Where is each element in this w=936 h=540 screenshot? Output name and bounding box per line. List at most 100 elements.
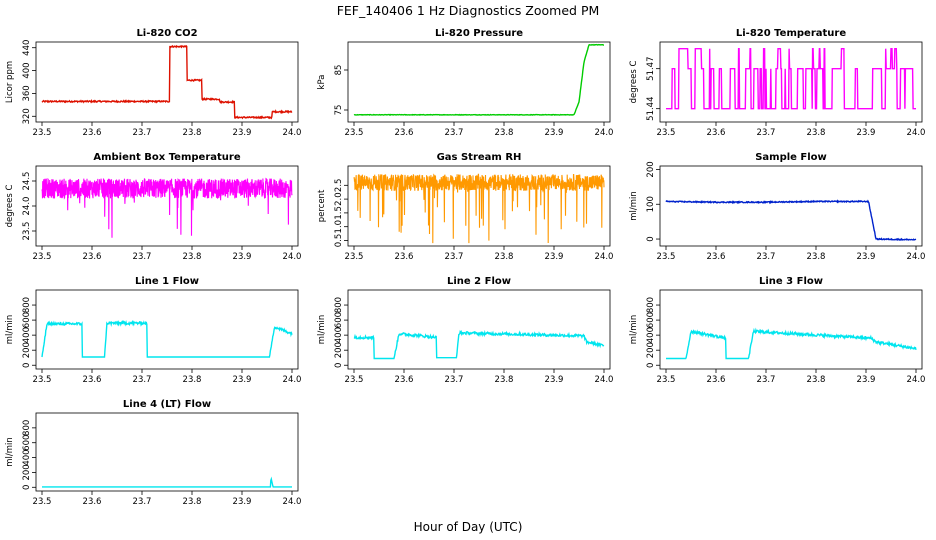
- sample-x-tick-label: 23.8: [807, 252, 826, 262]
- panel-grid: Li-820 CO2 Licor ppm 23.5 23.6 23.7 23.8 23.9 2…: [5, 28, 925, 507]
- temperature-ylabel: degrees C: [629, 61, 639, 104]
- line2-y-tick-label: 0: [334, 363, 344, 368]
- ambient-y-tick-label: 24.5: [22, 172, 32, 191]
- line4-series-line: [42, 476, 292, 488]
- pressure-x-tick-label: 23.6: [395, 128, 414, 138]
- line4-x-tick-label: 23.8: [183, 497, 202, 507]
- co2-y-tick-label: 320: [22, 108, 32, 124]
- panel-pressure: Li-820 Pressure kPa 23.5 23.6 23.7 23.8 23.9 24…: [317, 28, 613, 138]
- sample-plot-frame: [659, 165, 923, 247]
- panel-ambient: Ambient Box Temperature degrees C 23.5 23.6…: [5, 152, 301, 262]
- rh-x-tick-label: 24.0: [595, 252, 614, 262]
- co2-x-tick-label: 23.7: [133, 128, 152, 138]
- line4-x-tick-label: 24.0: [283, 497, 302, 507]
- temperature-y-tick-label: 51.47: [646, 56, 656, 80]
- rh-x-tick-label: 23.9: [545, 252, 564, 262]
- panel-temperature: Li-820 Temperature degrees C 23.5 23.6 23.7 2…: [629, 28, 925, 138]
- co2-x-tick-label: 23.9: [233, 128, 252, 138]
- ambient-x-tick-label: 23.7: [133, 252, 152, 262]
- ambient-y-tick-label: 24.0: [22, 197, 32, 216]
- line2-plot-frame: [347, 289, 611, 370]
- co2-y-tick-label: 400: [22, 62, 32, 78]
- rh-x-tick-label: 23.8: [495, 252, 514, 262]
- line2-x-tick-label: 23.7: [445, 375, 464, 385]
- line2-x-tick-label: 24.0: [595, 375, 614, 385]
- line2-x-tick-label: 23.6: [395, 375, 414, 385]
- sample-title: Sample Flow: [755, 152, 827, 163]
- temperature-x-tick-label: 23.9: [857, 128, 876, 138]
- co2-title: Li-820 CO2: [136, 28, 197, 39]
- line3-y-tick-label: 600: [646, 312, 656, 328]
- line1-title: Line 1 Flow: [135, 276, 199, 287]
- line1-y-tick-label: 0: [22, 363, 32, 368]
- sample-series-line: [665, 199, 917, 242]
- line3-ylabel: ml/min: [629, 315, 639, 345]
- co2-plot-frame: [35, 41, 299, 123]
- pressure-title: Li-820 Pressure: [435, 28, 523, 39]
- line1-y-tick-label: 400: [22, 327, 32, 343]
- line4-x-tick-label: 23.5: [33, 497, 52, 507]
- rh-title: Gas Stream RH: [437, 152, 522, 163]
- ambient-y-tick-label: 23.5: [22, 222, 32, 241]
- co2-series-line: [41, 44, 293, 120]
- panel-line2: Line 2 Flow ml/min 23.5 23.6 23.7 23.8 23.9 24.…: [317, 276, 613, 385]
- ambient-x-tick-label: 23.9: [233, 252, 252, 262]
- temperature-title: Li-820 Temperature: [736, 28, 846, 39]
- rh-x-tick-label: 23.6: [395, 252, 414, 262]
- line1-x-tick-label: 23.8: [183, 375, 202, 385]
- sample-x-tick-label: 23.6: [707, 252, 726, 262]
- sample-x-tick-label: 24.0: [907, 252, 926, 262]
- line1-x-tick-label: 23.6: [83, 375, 102, 385]
- co2-x-tick-label: 23.6: [83, 128, 102, 138]
- panel-line4: Line 4 (LT) Flow ml/min 23.5 23.6 23.7 23.8 23…: [5, 399, 301, 507]
- line4-y-tick-label: 200: [22, 464, 32, 480]
- line1-x-tick-label: 23.7: [133, 375, 152, 385]
- line4-title: Line 4 (LT) Flow: [123, 399, 211, 410]
- line3-series-line: [666, 327, 917, 360]
- temperature-x-tick-label: 23.5: [657, 128, 676, 138]
- line3-x-tick-label: 23.6: [707, 375, 726, 385]
- rh-y-tick-label: 1.5: [334, 206, 344, 220]
- line2-series-line: [353, 329, 605, 360]
- line4-y-tick-label: 400: [22, 449, 32, 465]
- ambient-x-tick-label: 23.8: [183, 252, 202, 262]
- sample-ylabel: ml/min: [629, 191, 639, 221]
- pressure-y-tick-label: 75: [334, 105, 344, 116]
- line4-y-tick-label: 0: [22, 485, 32, 490]
- line2-y-tick-label: 400: [334, 327, 344, 343]
- rh-series-line: [353, 173, 605, 244]
- panel-line1: Line 1 Flow ml/min 23.5 23.6 23.7 23.8 23.9 24.…: [5, 276, 301, 385]
- line2-title: Line 2 Flow: [447, 276, 511, 287]
- pressure-x-tick-label: 23.8: [495, 128, 514, 138]
- line3-title: Line 3 Flow: [759, 276, 823, 287]
- co2-x-tick-label: 23.5: [33, 128, 52, 138]
- line2-ylabel: ml/min: [317, 315, 327, 345]
- line4-y-tick-label: 800: [22, 420, 32, 436]
- ambient-title: Ambient Box Temperature: [93, 152, 240, 163]
- temperature-x-tick-label: 23.8: [807, 128, 826, 138]
- line4-y-tick-label: 600: [22, 435, 32, 451]
- co2-x-tick-label: 24.0: [283, 128, 302, 138]
- line3-x-tick-label: 24.0: [907, 375, 926, 385]
- line3-x-tick-label: 23.7: [757, 375, 776, 385]
- rh-y-tick-label: 1.0: [334, 220, 344, 234]
- line3-x-tick-label: 23.9: [857, 375, 876, 385]
- rh-y-tick-label: 2.0: [334, 192, 344, 206]
- rh-y-tick-label: 2.5: [334, 179, 344, 193]
- line2-x-tick-label: 23.9: [545, 375, 564, 385]
- panel-rh: Gas Stream RH percent 23.5 23.6 23.7 23.8 23.9…: [317, 152, 613, 262]
- rh-y-tick-label: 0.5: [334, 234, 344, 248]
- pressure-plot-frame: [347, 41, 611, 123]
- sample-y-tick-label: 0: [646, 236, 656, 241]
- sample-x-tick-label: 23.5: [657, 252, 676, 262]
- ambient-ylabel: degrees C: [5, 185, 15, 228]
- temperature-x-tick-label: 23.6: [707, 128, 726, 138]
- panel-sample: Sample Flow ml/min 23.5 23.6 23.7 23.8 23.9 24.…: [629, 152, 925, 262]
- line4-plot-frame: [35, 412, 299, 492]
- line1-y-tick-label: 200: [22, 342, 32, 358]
- temperature-y-tick-label: 51.44: [646, 96, 656, 120]
- figure-title: FEF_140406 1 Hz Diagnostics Zoomed PM: [337, 3, 600, 18]
- panel-co2: Li-820 CO2 Licor ppm 23.5 23.6 23.7 23.8 23.9 2…: [5, 28, 301, 138]
- ambient-x-tick-label: 23.6: [83, 252, 102, 262]
- pressure-x-tick-label: 23.5: [345, 128, 364, 138]
